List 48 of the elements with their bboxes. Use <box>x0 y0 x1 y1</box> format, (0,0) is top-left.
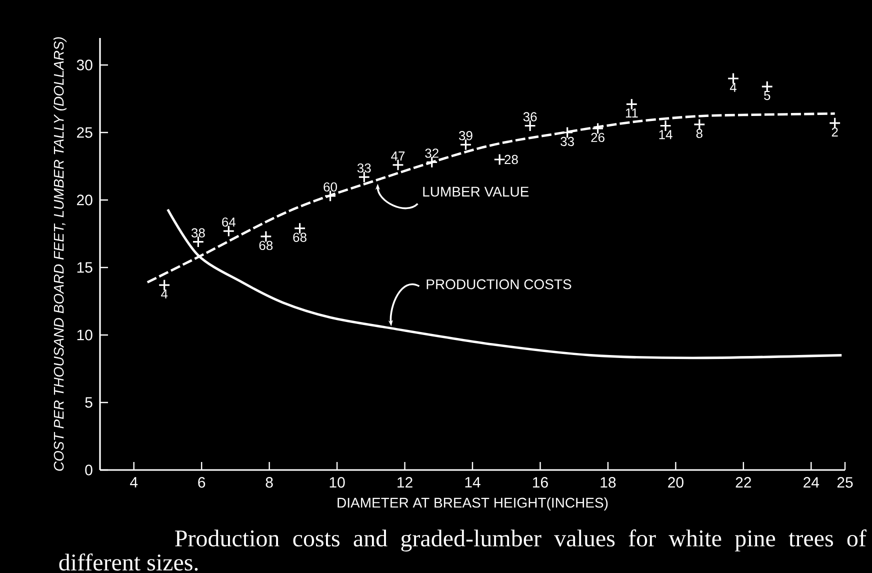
point <box>828 117 841 130</box>
x-tick-label: 14 <box>465 477 480 488</box>
annotation: 4 <box>161 289 168 298</box>
point <box>494 154 506 166</box>
annotation: 68 <box>259 240 273 250</box>
x-tick-label: 20 <box>668 477 684 488</box>
annotation: 5 <box>764 91 770 100</box>
annotation: 33 <box>357 163 371 173</box>
annotation: 14 <box>659 130 672 140</box>
annotation: 4 <box>730 82 736 92</box>
annotation: 8 <box>696 128 702 138</box>
x-axis-title: DIAMETER AT BREAST HEIGHT(INCHES) <box>338 497 608 510</box>
annotation: 60 <box>324 182 337 192</box>
y-tick-label: 0 <box>85 464 92 476</box>
annotation: 2 <box>832 127 838 137</box>
x-tick-label: 4 <box>130 477 138 488</box>
x-tick-label: 16 <box>533 477 548 488</box>
annotation: 38 <box>191 228 205 238</box>
annotation: LUMBER VALUE <box>423 186 529 197</box>
x-tick-label: 22 <box>736 477 752 488</box>
annotation: 26 <box>591 132 604 142</box>
x-tick-label: 25 <box>837 477 853 488</box>
y-tick-label: 20 <box>77 194 92 206</box>
y-tick-label: 10 <box>77 330 92 340</box>
annotation: 32 <box>425 148 438 158</box>
point <box>693 118 706 130</box>
y-tick-label: 30 <box>76 60 92 70</box>
annotation: 47 <box>391 152 405 160</box>
annotation: 39 <box>459 131 472 140</box>
annotation: 11 <box>626 108 638 118</box>
x-tick-label: 8 <box>266 477 273 488</box>
annotation: 68 <box>293 232 306 242</box>
x-tick-label: 6 <box>198 477 206 488</box>
y-axis-title: COST PER THOUSAND BOARD FEET, LUMBER TALLY (DOLLARS) <box>53 37 67 471</box>
y-tick-label: 15 <box>77 262 92 273</box>
annotation: 33 <box>560 136 574 146</box>
annotation: 28 <box>504 154 518 164</box>
point <box>158 279 170 292</box>
x-tick-label: 10 <box>330 477 345 488</box>
x-tick-label: 24 <box>804 477 820 488</box>
annotation: 64 <box>222 217 236 227</box>
text: Production costs and graded-lumber values for white pine trees of different sizes. <box>59 529 866 571</box>
y-tick-label: 5 <box>85 397 92 408</box>
y-tick-label: 25 <box>77 127 92 138</box>
annotation: 36 <box>523 112 537 122</box>
annotation: PRODUCTION COSTS <box>426 279 572 290</box>
x-tick-label: 12 <box>398 477 412 488</box>
x-tick-label: 18 <box>600 477 616 488</box>
